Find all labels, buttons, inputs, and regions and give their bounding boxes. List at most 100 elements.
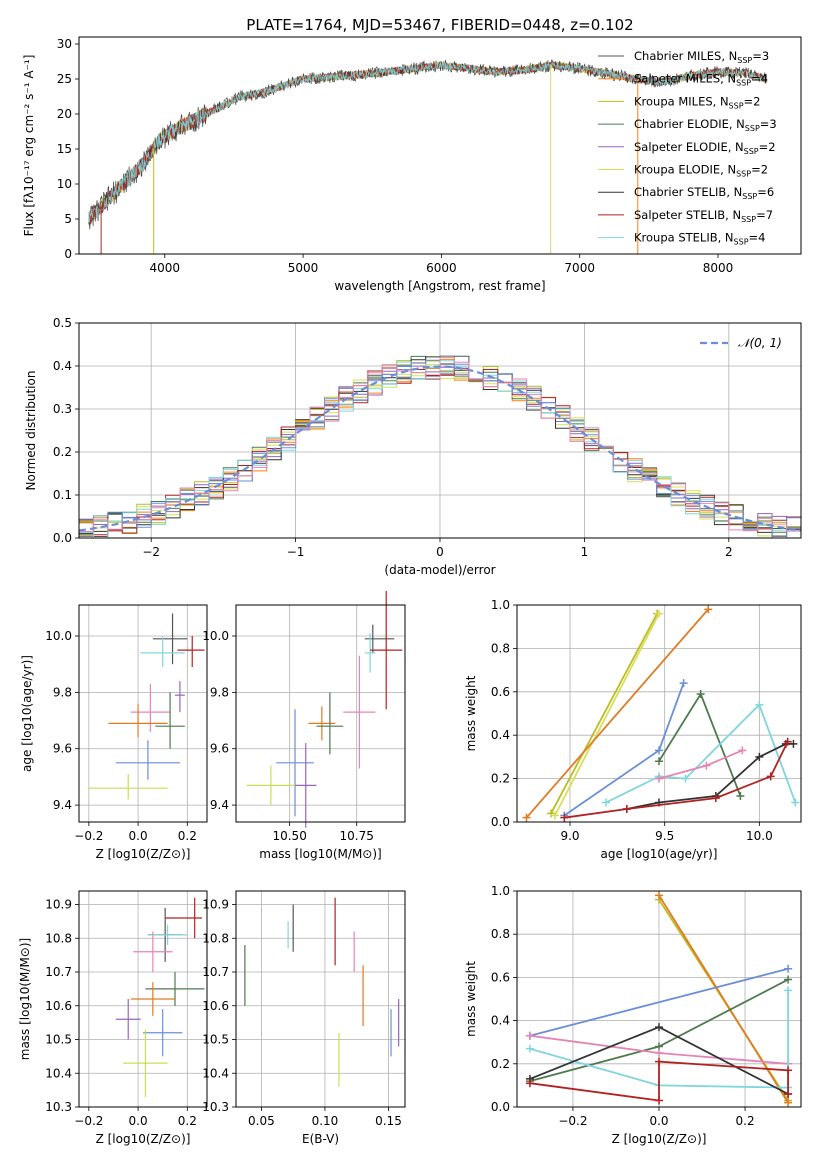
weight-point-marker	[525, 1031, 534, 1040]
x-axis-label: age [log10(age/yr)]	[601, 847, 718, 861]
x-axis-label: Z [log10(Z/Z⊙)]	[96, 847, 191, 861]
x-tick-label: 1	[581, 545, 589, 559]
weight-point-marker	[755, 700, 764, 709]
y-tick-label: 0.2	[491, 1057, 510, 1071]
y-tick-label: 10.5	[202, 1033, 229, 1047]
weight-series-line	[550, 613, 658, 814]
weight-point-marker	[522, 813, 531, 822]
weight-series-line	[658, 894, 789, 1104]
gaussian-reference-line	[78, 365, 802, 532]
weight-point-marker	[738, 746, 747, 755]
weight-series-line	[529, 1060, 789, 1102]
axes-frame	[235, 604, 406, 823]
weight-point-marker	[655, 1096, 663, 1105]
weight-series-line	[658, 691, 742, 797]
x-tick-label: 0.10	[312, 1114, 339, 1128]
weight-point-marker	[622, 804, 631, 813]
x-tick-label: 0.0	[129, 1114, 148, 1128]
y-tick-label: 1.0	[491, 884, 510, 898]
x-axis-label: (data-model)/error	[384, 563, 495, 577]
x-tick-label: 0.2	[736, 1114, 755, 1128]
x-tick-label: 0.15	[375, 1114, 402, 1128]
legend-label: Chabrier MILES, NSSP=3	[634, 49, 769, 65]
weight-point-marker	[783, 737, 792, 746]
weight-point-marker	[560, 813, 569, 822]
weight-point-marker	[655, 774, 663, 783]
legend-label: 𝒩(0, 1)	[738, 336, 782, 350]
y-tick-label: 9.8	[53, 685, 72, 699]
weight-series-line	[529, 967, 789, 1037]
y-tick-label: 0.2	[53, 445, 72, 459]
weight-point-marker	[784, 986, 793, 995]
y-tick-label: 0.1	[53, 488, 72, 502]
x-tick-label: −0.2	[74, 1114, 103, 1128]
weight-point-marker	[655, 1057, 663, 1066]
x-tick-label: 0	[436, 545, 444, 559]
y-tick-label: 0.6	[491, 970, 510, 984]
weight-point-marker	[550, 811, 559, 820]
weight-point-marker	[789, 739, 798, 748]
axes-frame	[78, 890, 208, 1108]
age-vs-mass-panel: 10.50 10.75 9.4 9.6 9.8 10.0 mass [log10(M/M⊙)…	[202, 590, 406, 861]
y-tick-label: 10.0	[45, 629, 72, 643]
y-tick-label: 0.0	[491, 1100, 510, 1114]
weight-point-marker	[655, 746, 663, 755]
weight-series-line	[554, 613, 660, 816]
y-tick-label: 0.8	[491, 641, 510, 655]
legend-label: Salpeter MILES, NSSP=4	[634, 72, 768, 88]
y-tick-label: 10.0	[202, 629, 229, 643]
y-axis-label: Normed distribution	[24, 371, 38, 491]
y-tick-label: 0.3	[53, 402, 72, 416]
legend-label: Kroupa STELIB, NSSP=4	[634, 231, 765, 247]
weight-point-marker	[711, 794, 720, 803]
y-tick-label: 1.0	[491, 598, 510, 612]
age-vs-Z-panel: −0.2 0.0 0.2 9.4 9.6 9.8 10.0 Z [log10(Z/Z⊙)] ag…	[20, 604, 208, 861]
y-tick-label: 20	[57, 107, 72, 121]
x-tick-label: 8000	[703, 261, 734, 275]
y-tick-label: 10.8	[45, 931, 72, 945]
x-tick-label: 10.0	[746, 829, 773, 843]
mass-vs-EBV-panel: 0.05 0.10 0.15 10.3 10.4 10.5 10.6 10.7 10.8 10.9…	[202, 890, 406, 1146]
weight-point-marker	[655, 609, 663, 618]
y-tick-label: 9.6	[210, 742, 229, 756]
y-axis-label: mass weight	[464, 675, 478, 751]
weight-point-marker	[784, 1066, 793, 1075]
x-tick-label: 6000	[426, 261, 457, 275]
x-axis-label: wavelength [Angstrom, rest frame]	[334, 279, 545, 293]
weight-point-marker	[791, 798, 800, 807]
x-tick-label: 4000	[149, 261, 180, 275]
x-tick-label: 5000	[288, 261, 319, 275]
weight-point-marker	[736, 791, 745, 800]
weight-point-marker	[655, 1049, 663, 1057]
y-axis-label: age [log10(age/yr)]	[20, 655, 34, 772]
weight-point-marker	[784, 964, 793, 973]
weight-point-marker	[525, 1044, 534, 1053]
weight-point-marker	[525, 1079, 534, 1088]
legend-label: Kroupa ELODIE, NSSP=2	[634, 163, 768, 179]
weight-series-line	[564, 741, 789, 819]
y-tick-label: 0	[64, 247, 72, 261]
y-axis-label: Flux [fλ10⁻¹⁷ erg cm⁻² s⁻¹ A⁻¹]	[22, 55, 36, 237]
y-tick-label: 0.6	[491, 685, 510, 699]
weight-point-marker	[766, 772, 775, 781]
x-tick-label: −0.2	[558, 1114, 587, 1128]
x-tick-label: 0.05	[248, 1114, 275, 1128]
y-tick-label: 9.6	[53, 742, 72, 756]
y-tick-label: 10.5	[45, 1033, 72, 1047]
weight-point-marker	[655, 891, 663, 900]
axes-frame	[78, 36, 802, 255]
y-tick-label: 30	[57, 37, 72, 51]
weight-series-line	[529, 990, 789, 1089]
x-tick-label: 10.75	[340, 829, 374, 843]
weight-point-marker	[784, 975, 793, 984]
y-tick-label: 0.2	[491, 772, 510, 786]
weight-vs-Z-panel: −0.2 0.0 0.2 0.0 0.2 0.4 0.6 0.8 1.0 Z [log10(Z/Z…	[464, 884, 802, 1146]
weight-vs-age-panel: 9.0 9.5 10.0 0.0 0.2 0.4 0.6 0.8 1.0 age [log10(a…	[464, 598, 802, 861]
weight-series-line	[525, 608, 709, 819]
legend-label: Salpeter ELODIE, NSSP=2	[634, 140, 776, 156]
y-tick-label: 10.6	[202, 999, 229, 1013]
weight-point-marker	[755, 752, 764, 761]
y-tick-label: 15	[57, 142, 72, 156]
legend-label: Chabrier ELODIE, NSSP=3	[634, 117, 777, 133]
